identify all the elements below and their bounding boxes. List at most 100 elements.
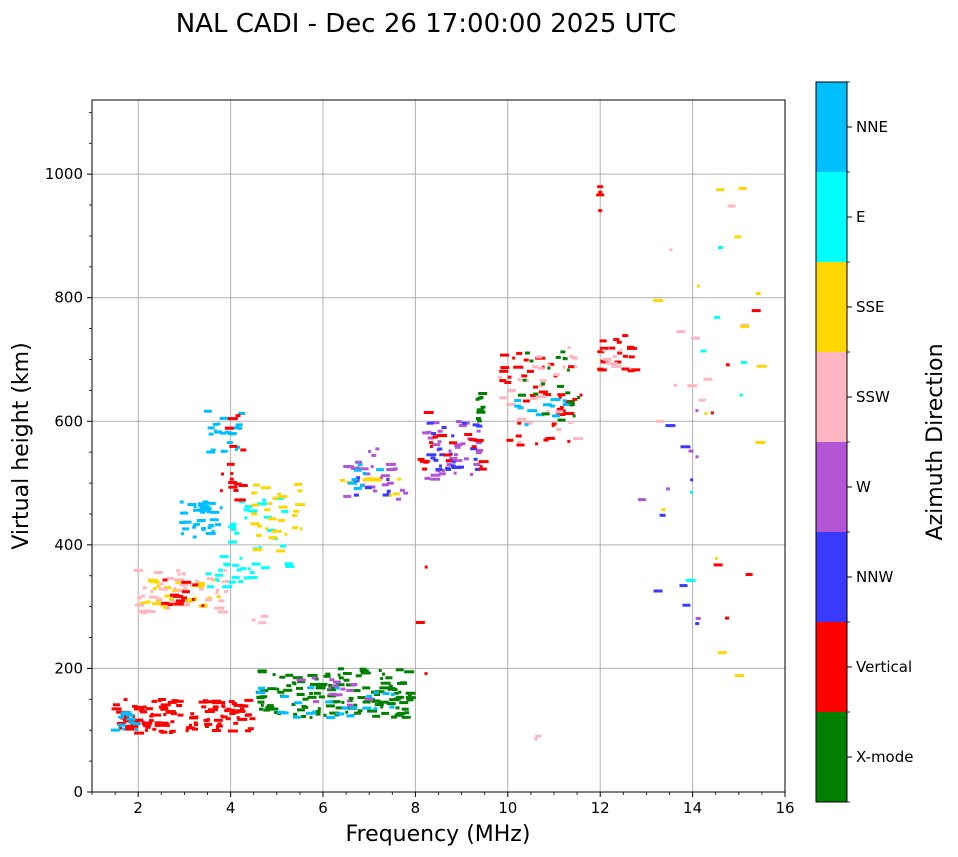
echo-point: [205, 501, 216, 505]
echo-point: [219, 555, 229, 559]
echo-point: [529, 359, 534, 363]
echo-point: [380, 475, 384, 479]
echo-point: [203, 718, 210, 722]
echo-point: [714, 557, 718, 560]
echo-point: [533, 385, 539, 389]
echo-point: [220, 449, 228, 453]
echo-point: [206, 577, 214, 581]
y-tick-label: 200: [54, 659, 83, 677]
echo-point: [169, 729, 176, 733]
echo-point: [216, 726, 219, 730]
echo-point: [245, 729, 251, 733]
colorbar-tick-label: NNE: [856, 118, 888, 136]
echo-point: [159, 721, 169, 725]
echo-point: [441, 469, 445, 473]
echo-point: [452, 460, 456, 464]
echo-point: [227, 432, 237, 436]
echo-point: [516, 417, 527, 421]
echo-point: [323, 674, 331, 678]
echo-point: [180, 532, 184, 536]
echo-point: [119, 726, 122, 730]
echo-point: [333, 680, 341, 684]
colorbar-tick-label: Vertical: [856, 658, 912, 676]
echo-point: [422, 467, 428, 471]
echo-point: [443, 453, 452, 457]
echo-point: [132, 722, 141, 726]
echo-point: [429, 445, 433, 448]
echo-point: [327, 688, 337, 692]
echo-point: [382, 493, 389, 497]
echo-point: [357, 463, 363, 467]
echo-point: [543, 393, 552, 397]
echo-point: [372, 714, 381, 718]
echo-point: [173, 602, 182, 606]
echo-point: [698, 398, 706, 402]
echo-point: [602, 349, 606, 353]
echo-point: [572, 397, 578, 401]
echo-point: [213, 718, 223, 722]
y-tick-label: 800: [54, 289, 83, 307]
echo-point: [397, 477, 402, 481]
echo-point: [427, 436, 434, 440]
echo-point: [116, 721, 126, 725]
echo-point: [562, 399, 567, 403]
echo-point: [371, 453, 377, 457]
echo-point: [541, 382, 545, 386]
echo-point: [346, 688, 354, 692]
echo-point: [247, 727, 254, 731]
echo-point: [599, 346, 609, 350]
echo-point: [542, 403, 552, 407]
echo-point: [161, 601, 170, 605]
echo-point: [124, 719, 135, 723]
echo-point: [356, 476, 361, 480]
echo-point: [417, 457, 425, 461]
echo-point: [379, 686, 390, 690]
echo-point: [197, 584, 201, 588]
echo-point: [342, 672, 352, 675]
echo-point: [174, 578, 185, 582]
echo-point: [550, 398, 561, 402]
echo-point: [267, 517, 277, 521]
echo-point: [216, 588, 219, 592]
echo-point: [212, 705, 219, 709]
echo-point: [385, 462, 396, 466]
echo-point: [272, 496, 279, 500]
echo-point: [453, 471, 457, 475]
echo-point: [386, 489, 391, 493]
echo-point: [151, 602, 161, 606]
colorbar-tick-label: SSE: [856, 298, 885, 316]
echo-point: [266, 704, 274, 708]
echo-point: [110, 728, 120, 732]
echo-point: [476, 410, 486, 414]
echo-point: [258, 546, 262, 549]
echo-point: [437, 429, 443, 433]
echo-point: [240, 707, 244, 711]
echo-point: [179, 520, 187, 524]
echo-point: [238, 484, 248, 487]
echo-point: [439, 453, 446, 457]
echo-point: [224, 426, 234, 430]
echo-point: [130, 724, 139, 728]
x-tick-label: 8: [411, 799, 421, 817]
echo-point: [272, 673, 276, 677]
echo-point: [567, 439, 571, 443]
echo-point: [244, 505, 253, 509]
plot-area: 2 4 6 8 10 12 14 16 0 200 400 600 800 1000: [45, 99, 795, 817]
echo-point: [160, 703, 171, 707]
echo-point: [445, 459, 452, 463]
echo-point: [133, 568, 143, 572]
echo-point: [476, 441, 483, 445]
echo-point: [380, 681, 391, 685]
colorbar-segment: [816, 82, 847, 172]
echo-point: [244, 698, 254, 702]
echo-point: [612, 355, 617, 359]
echo-point: [182, 527, 190, 531]
echo-point: [181, 596, 187, 600]
echo-point: [375, 447, 380, 451]
echo-point: [186, 726, 191, 730]
echo-point: [235, 423, 243, 427]
echo-point: [222, 705, 226, 709]
echo-point: [430, 456, 436, 460]
x-tick-label: 6: [318, 799, 328, 817]
echo-point: [311, 676, 317, 680]
